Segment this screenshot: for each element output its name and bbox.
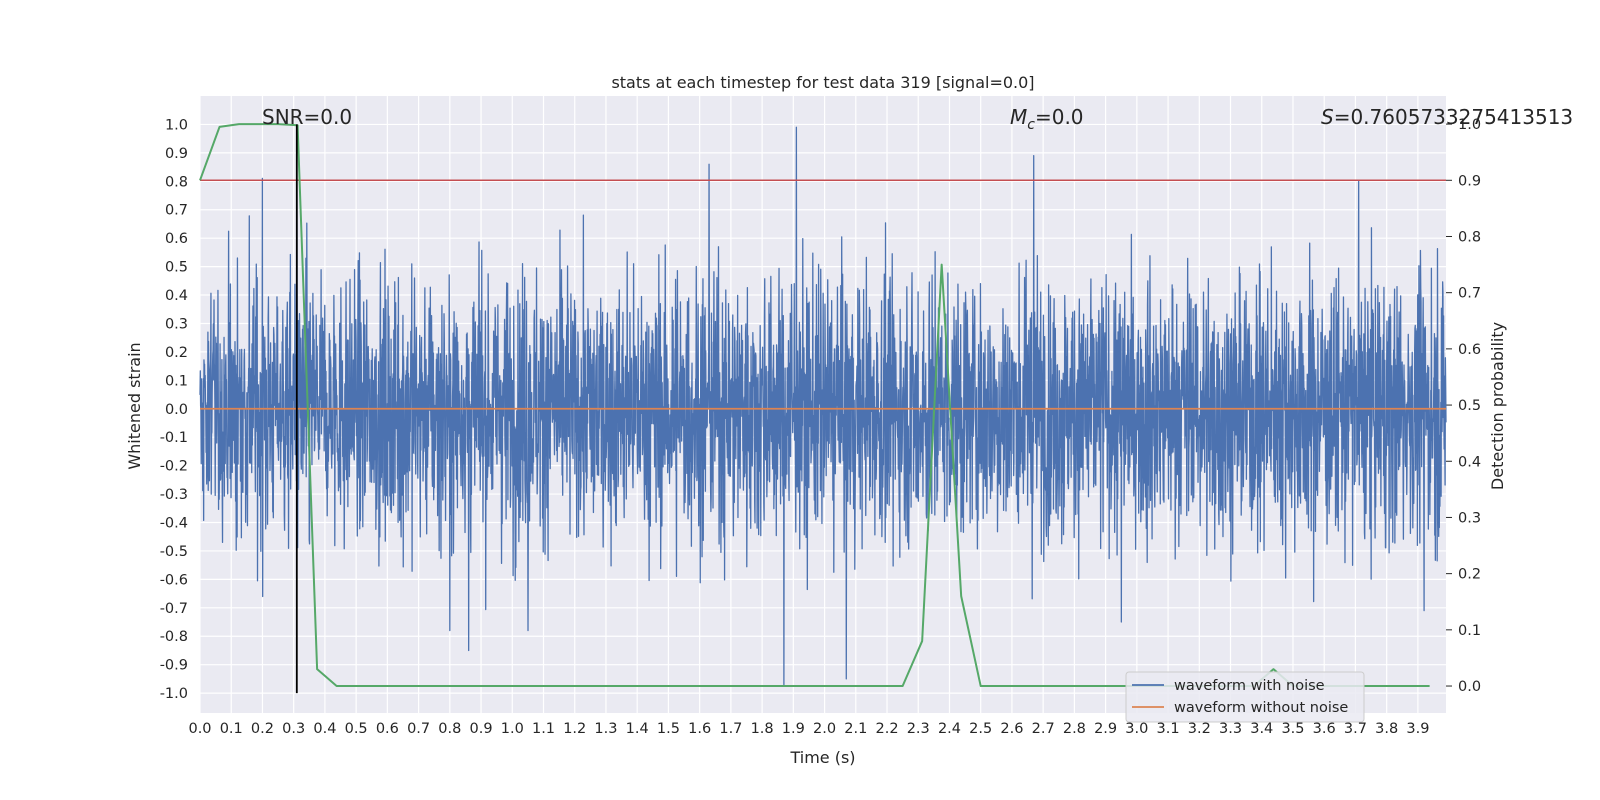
x-axis-label: Time (s)	[789, 748, 855, 767]
x-tick-label: 1.4	[626, 721, 649, 737]
y-tick-label-left: 0.9	[165, 146, 188, 162]
y-tick-label-left: 0.2	[165, 345, 188, 361]
y-tick-label-left: 0.3	[165, 316, 188, 332]
x-tick-label: 3.7	[1344, 721, 1367, 737]
x-tick-label: 2.4	[938, 721, 961, 737]
chirp-mass-value: =0.0	[1035, 105, 1084, 129]
score-value: =0.7605733275413513	[1334, 105, 1573, 129]
x-tick-label: 0.3	[282, 721, 305, 737]
x-tick-label: 1.2	[563, 721, 586, 737]
x-tick-label: 2.0	[813, 721, 836, 737]
x-tick-label: 0.4	[313, 721, 336, 737]
y-tick-label-right: 0.0	[1458, 679, 1481, 695]
y-tick-label-left: -0.2	[160, 459, 188, 475]
y-tick-label-right: 0.2	[1458, 567, 1481, 583]
y-tick-label-right: 0.7	[1458, 286, 1481, 302]
x-tick-label: 3.8	[1375, 721, 1398, 737]
x-tick-label: 2.2	[875, 721, 898, 737]
y-tick-label-left: -0.7	[160, 601, 188, 617]
y-axis-label-right: Detection probability	[1488, 322, 1507, 490]
x-tick-label: 3.4	[1250, 721, 1273, 737]
x-tick-label: 3.0	[1125, 721, 1148, 737]
series-waveform-with-noise	[199, 126, 1447, 686]
y-tick-label-right: 1.0	[1458, 117, 1481, 133]
axis-ticks: 0.0 0.1 0.2 0.3 0.4 0.5 0.6 0.7 0.8 0.9 1.0 1.1 1.2 1…	[160, 117, 1481, 737]
x-tick-label: 0.1	[220, 721, 243, 737]
legend-label-noise: waveform with noise	[1174, 678, 1325, 694]
x-tick-label: 0.7	[407, 721, 430, 737]
y-tick-label-left: -0.3	[160, 487, 188, 503]
x-tick-label: 2.1	[844, 721, 867, 737]
x-tick-label: 1.6	[688, 721, 711, 737]
y-tick-label-left: -1.0	[160, 686, 188, 702]
x-tick-label: 3.9	[1406, 721, 1429, 737]
x-tick-label: 2.5	[969, 721, 992, 737]
chirp-mass-annotation: Mc=0.0	[1010, 105, 1084, 133]
x-tick-label: 2.9	[1094, 721, 1117, 737]
y-tick-label-left: 0.7	[165, 203, 188, 219]
chirp-mass-symbol: M	[1010, 105, 1027, 129]
x-tick-label: 0.5	[345, 721, 368, 737]
chart-title: stats at each timestep for test data 319…	[611, 73, 1034, 92]
legend: waveform with noise waveform without noi…	[1125, 671, 1365, 723]
x-tick-label: 3.5	[1281, 721, 1304, 737]
x-tick-label: 3.1	[1157, 721, 1180, 737]
y-tick-label-left: 0.6	[165, 231, 188, 247]
x-tick-label: 0.6	[376, 721, 399, 737]
y-tick-label-right: 0.4	[1458, 454, 1481, 470]
y-tick-label-left: 1.0	[165, 117, 188, 133]
score-annotation: S=0.7605733275413513	[1321, 105, 1573, 129]
x-tick-label: 1.7	[719, 721, 742, 737]
x-tick-label: 0.0	[188, 721, 211, 737]
x-tick-label: 1.0	[501, 721, 524, 737]
x-tick-label: 0.9	[470, 721, 493, 737]
y-tick-label-left: -0.4	[160, 515, 188, 531]
x-tick-label: 0.8	[438, 721, 461, 737]
y-tick-label-left: -0.8	[160, 629, 188, 645]
legend-label-clean: waveform without noise	[1174, 700, 1348, 716]
x-tick-label: 2.6	[1000, 721, 1023, 737]
y-tick-label-left: -0.1	[160, 430, 188, 446]
y-tick-label-left: 0.5	[165, 260, 188, 276]
y-tick-label-right: 0.9	[1458, 173, 1481, 189]
x-tick-label: 3.2	[1188, 721, 1211, 737]
chirp-mass-subscript: c	[1027, 117, 1035, 133]
legend-frame	[1125, 671, 1365, 723]
x-tick-label: 3.3	[1219, 721, 1242, 737]
y-tick-label-left: 0.4	[165, 288, 188, 304]
y-tick-label-left: -0.5	[160, 544, 188, 560]
y-tick-label-right: 0.8	[1458, 229, 1481, 245]
y-tick-label-right: 0.1	[1458, 623, 1481, 639]
x-tick-label: 2.8	[1063, 721, 1086, 737]
x-tick-label: 1.3	[594, 721, 617, 737]
x-tick-label: 1.5	[657, 721, 680, 737]
y-tick-label-right: 0.6	[1458, 342, 1481, 358]
y-tick-label-left: 0.0	[165, 402, 188, 418]
x-tick-label: 1.9	[782, 721, 805, 737]
y-tick-label-left: -0.9	[160, 658, 188, 674]
x-tick-label: 1.8	[751, 721, 774, 737]
y-tick-label-right: 0.5	[1458, 398, 1481, 414]
x-tick-label: 0.2	[251, 721, 274, 737]
y-tick-label-left: 0.8	[165, 174, 188, 190]
y-tick-label-left: 0.1	[165, 373, 188, 389]
snr-annotation: SNR=0.0	[262, 105, 352, 129]
y-tick-label-right: 0.3	[1458, 510, 1481, 526]
y-axis-label-left: Whitened strain	[125, 342, 144, 469]
x-tick-label: 2.3	[907, 721, 930, 737]
x-tick-label: 3.6	[1313, 721, 1336, 737]
score-symbol: S	[1321, 105, 1334, 129]
y-tick-label-left: -0.6	[160, 572, 188, 588]
x-tick-label: 1.1	[532, 721, 555, 737]
x-tick-label: 2.7	[1032, 721, 1055, 737]
